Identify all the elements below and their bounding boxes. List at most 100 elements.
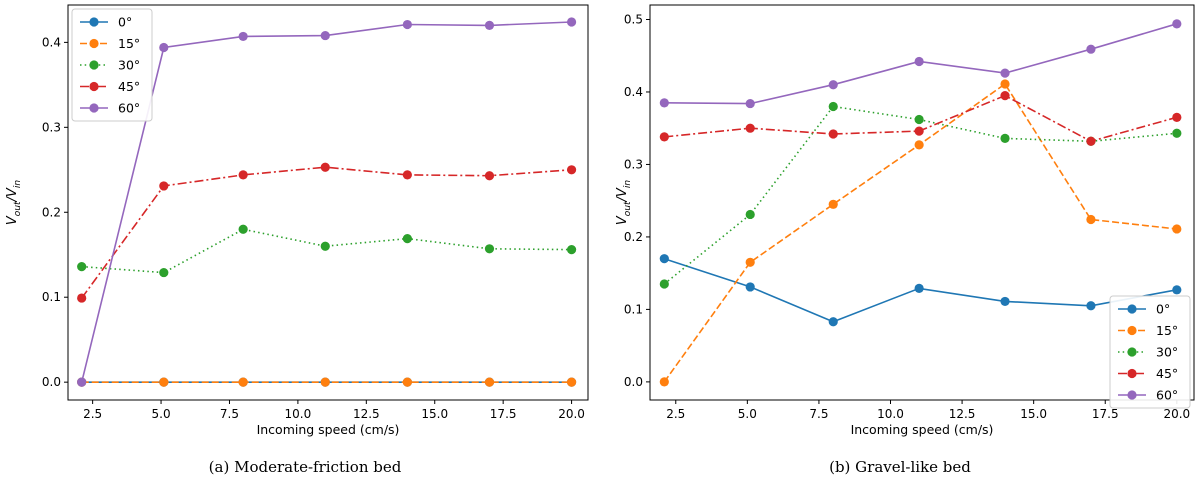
legend-marker bbox=[1127, 347, 1137, 357]
x-tick-label: 5.0 bbox=[738, 407, 757, 421]
y-axis-label-part: V bbox=[5, 215, 20, 225]
caption-gravel-like-bed: (b) Gravel-like bed bbox=[829, 458, 971, 476]
series-4 bbox=[77, 17, 577, 387]
data-point bbox=[914, 140, 924, 150]
data-point bbox=[566, 165, 577, 175]
data-point bbox=[484, 244, 495, 254]
x-tick-label: 10.0 bbox=[285, 407, 312, 421]
x-tick-label: 15.0 bbox=[1020, 407, 1047, 421]
data-point bbox=[828, 317, 838, 327]
data-point bbox=[1172, 19, 1182, 29]
series-line bbox=[81, 166, 572, 299]
series-3 bbox=[659, 90, 1182, 146]
legend-box bbox=[1109, 295, 1191, 409]
y-tick-label: 0.2 bbox=[624, 230, 643, 244]
plot-frame bbox=[67, 4, 589, 401]
legend-label: 60° bbox=[1156, 388, 1178, 403]
y-axis-label-part: / bbox=[5, 195, 20, 202]
legend-label: 45° bbox=[118, 79, 140, 94]
legend-marker bbox=[89, 38, 99, 49]
data-point bbox=[484, 171, 495, 181]
y-axis-label-part: V bbox=[5, 187, 20, 197]
data-point bbox=[828, 129, 838, 139]
y-axis-label: Vout/Vin bbox=[5, 180, 23, 225]
data-point bbox=[238, 31, 248, 42]
legend-marker bbox=[1127, 368, 1137, 379]
x-tick-label: 15.0 bbox=[421, 407, 448, 421]
data-point bbox=[484, 377, 495, 387]
y-tick-label: 0.5 bbox=[624, 12, 643, 26]
series-1 bbox=[659, 79, 1182, 387]
x-tick-label: 2.5 bbox=[83, 407, 102, 421]
data-point bbox=[402, 19, 412, 30]
y-axis-label-subscript: in bbox=[623, 180, 633, 189]
data-point bbox=[1000, 68, 1010, 78]
y-axis-label-subscript: in bbox=[13, 180, 23, 189]
data-point bbox=[914, 114, 924, 125]
x-tick-label: 20.0 bbox=[1163, 407, 1190, 421]
y-tick-label: 0.2 bbox=[42, 205, 61, 219]
y-tick-label: 0.1 bbox=[624, 302, 643, 316]
data-point bbox=[566, 17, 577, 27]
data-point bbox=[745, 98, 755, 109]
x-tick-label: 10.0 bbox=[877, 407, 904, 421]
x-axis-label: Incoming speed (cm/s) bbox=[851, 422, 994, 437]
caption-moderate-friction-bed: (a) Moderate-friction bed bbox=[208, 458, 402, 476]
data-point bbox=[402, 234, 412, 244]
legend-label: 60° bbox=[118, 101, 140, 116]
x-tick-label: 7.5 bbox=[809, 407, 828, 421]
data-point bbox=[914, 126, 924, 136]
x-tick-label: 5.0 bbox=[152, 407, 171, 421]
legend-marker bbox=[1127, 390, 1137, 400]
series-3 bbox=[77, 162, 577, 303]
data-point bbox=[659, 132, 669, 142]
x-tick-label: 20.0 bbox=[558, 407, 585, 421]
legend-label: 0° bbox=[1156, 302, 1170, 317]
data-point bbox=[1172, 128, 1182, 138]
data-point bbox=[566, 377, 577, 387]
data-point bbox=[828, 101, 838, 112]
data-point bbox=[77, 377, 87, 387]
legend-label: 15° bbox=[1156, 323, 1178, 338]
legend: 0° 15° 30° 45° 60° bbox=[1109, 295, 1191, 409]
legend-marker bbox=[89, 60, 99, 70]
data-point bbox=[159, 267, 169, 278]
data-point bbox=[402, 377, 412, 387]
data-point bbox=[159, 42, 169, 53]
x-tick-label: 17.5 bbox=[490, 407, 517, 421]
data-point bbox=[484, 20, 495, 30]
data-point bbox=[914, 283, 924, 293]
data-point bbox=[828, 80, 838, 90]
data-point bbox=[1000, 79, 1010, 89]
legend-marker bbox=[89, 81, 99, 92]
y-tick-label: 0.1 bbox=[42, 290, 61, 304]
y-tick-label: 0.0 bbox=[42, 375, 61, 389]
x-tick-label: 2.5 bbox=[666, 407, 685, 421]
legend-label: 45° bbox=[1156, 366, 1178, 381]
data-point bbox=[238, 377, 248, 387]
y-axis-label-subscript: out bbox=[623, 201, 633, 216]
data-point bbox=[745, 257, 755, 267]
data-point bbox=[77, 262, 87, 272]
data-point bbox=[77, 293, 87, 303]
data-point bbox=[1000, 133, 1010, 143]
x-axis-label: Incoming speed (cm/s) bbox=[257, 422, 400, 437]
y-axis-label-part: V bbox=[615, 215, 630, 225]
y-tick-label: 0.3 bbox=[42, 120, 61, 134]
data-point bbox=[1086, 136, 1096, 146]
data-point bbox=[1172, 112, 1182, 122]
data-point bbox=[659, 98, 669, 108]
y-axis-label-subscript: out bbox=[13, 201, 23, 216]
legend-marker bbox=[89, 17, 99, 27]
data-point bbox=[320, 162, 330, 172]
data-point bbox=[1000, 90, 1010, 101]
series-line bbox=[80, 21, 572, 383]
data-point bbox=[659, 279, 669, 289]
legend-marker bbox=[1127, 325, 1137, 336]
legend-label: 30° bbox=[118, 58, 140, 73]
series-line bbox=[81, 228, 572, 274]
chart-moderate-friction-bed: 2.5 5.0 7.5 10.0 12.5 15.0 17.5 20.0 0.0 0.1 0.2 0.… bbox=[5, 4, 589, 437]
y-axis-label-part: V bbox=[615, 187, 630, 197]
data-point bbox=[1086, 44, 1096, 54]
data-point bbox=[1086, 301, 1096, 311]
